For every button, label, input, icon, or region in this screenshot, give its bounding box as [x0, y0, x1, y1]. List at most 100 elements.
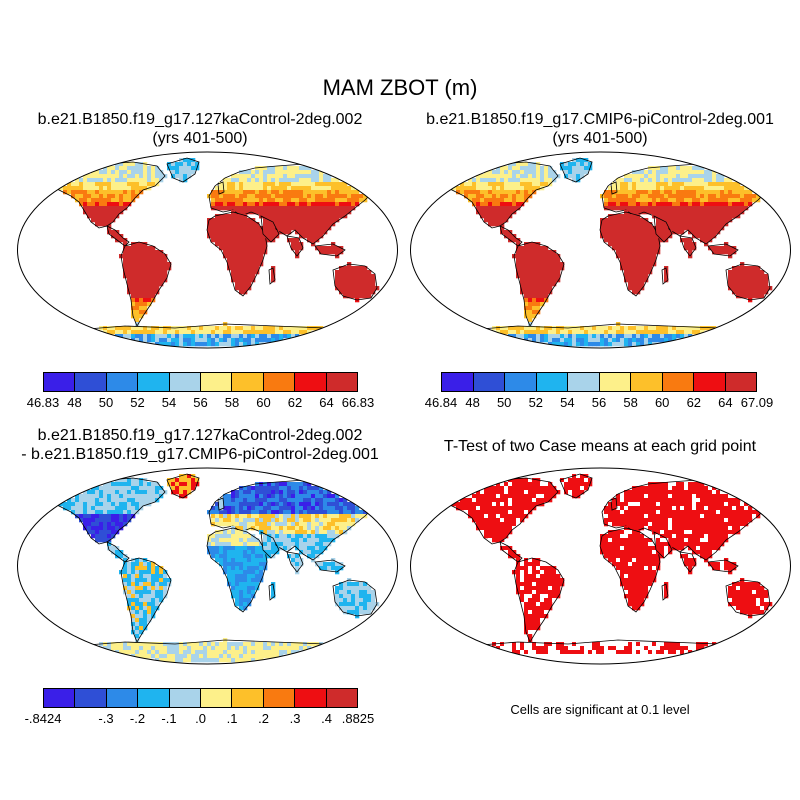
- colorbar-tick-label: .4: [321, 711, 332, 726]
- diff-title-line1: b.e21.B1850.f19_g17.127kaControl-2deg.00…: [37, 427, 363, 444]
- coastline-seAsiaIslands: [707, 243, 739, 257]
- coastline-southAmerica: [120, 241, 172, 327]
- colorbar-swatch: [201, 373, 233, 391]
- coastline-centralAmerica: [106, 541, 130, 563]
- coastline-eurasia: [208, 163, 376, 245]
- land-cells-india: [287, 554, 304, 575]
- case2-map: [410, 151, 791, 349]
- land-cells-northAmerica: [452, 478, 561, 543]
- colorbar-tick-label: 64: [319, 395, 334, 410]
- land-cells-uk: [219, 498, 224, 511]
- colorbar-tick-label: -.1: [161, 711, 177, 726]
- coastline-madagascar: [661, 583, 669, 601]
- colorbar-tick-label: .3: [289, 711, 301, 726]
- colorbar-tick-label: 58: [623, 395, 638, 410]
- colorbar-tick-label: 50: [496, 395, 512, 410]
- diff-map: [17, 467, 398, 665]
- land-cells-southAmerica: [512, 558, 565, 643]
- diff-colorbar: [43, 688, 358, 708]
- case1-map: [17, 151, 398, 349]
- case1-colorbar: [43, 372, 358, 392]
- colorbar-tick-label: 67.09: [740, 395, 774, 410]
- land-cells-centralAmerica: [500, 542, 521, 563]
- coastline-australia: [332, 263, 378, 301]
- colorbar-swatch: [295, 373, 327, 391]
- coastline-southAmerica: [513, 557, 565, 643]
- land-cells-antarctica: [492, 638, 717, 663]
- coastline-australia: [725, 263, 771, 301]
- coastline-newZealand: [383, 609, 392, 625]
- map-border: [17, 467, 398, 665]
- land-cells-northAmerica: [452, 162, 561, 227]
- case2-title: b.e21.B1850.f19_g17.CMIP6-piControl-2deg…: [426, 111, 774, 128]
- land-cells-australia: [335, 578, 380, 619]
- land-cells-india: [680, 554, 697, 575]
- coastline-greenland: [559, 157, 593, 183]
- coastline-africa: [206, 527, 268, 613]
- colorbar-tick-label: 48: [67, 395, 82, 410]
- colorbar-swatch: [326, 373, 358, 391]
- coastline-india: [286, 235, 304, 257]
- coastline-arabia: [653, 215, 673, 243]
- colorbar-tick-label: 64: [718, 395, 733, 410]
- coastline-africa: [206, 211, 268, 297]
- land-cells-northAmerica: [59, 162, 168, 227]
- map-border: [410, 467, 791, 665]
- coastline-greenland: [166, 157, 200, 183]
- colorbar-swatch: [138, 689, 170, 707]
- coastline-southAmerica: [120, 557, 172, 643]
- land-cells-greenland: [560, 474, 593, 499]
- colorbar-swatch: [442, 373, 474, 391]
- land-cells-africa: [207, 526, 268, 611]
- colorbar-swatch: [201, 689, 233, 707]
- colorbar-swatch: [263, 373, 296, 391]
- coastline-newZealand: [776, 609, 785, 625]
- colorbar-tick-label: 66.83: [341, 395, 375, 410]
- colorbar-swatch: [106, 689, 139, 707]
- case2-subtitle: (yrs 401-500): [552, 130, 648, 147]
- land-cells-australia: [728, 578, 773, 619]
- coastline-madagascar: [661, 267, 669, 285]
- colorbar-swatch: [631, 373, 663, 391]
- land-cells-australia: [335, 262, 380, 303]
- coastline-northAmerica: [447, 477, 559, 545]
- land-cells-africa: [600, 210, 661, 295]
- colorbar-tick-label: 52: [528, 395, 544, 410]
- land-cells-antarctica: [99, 638, 324, 663]
- coastline-newZealand: [776, 293, 785, 309]
- colorbar-swatch: [232, 689, 264, 707]
- land-cells-antarctica: [99, 322, 324, 347]
- coastline-eurasia: [601, 163, 769, 245]
- colorbar-swatch: [263, 689, 296, 707]
- coastline-australia: [332, 579, 378, 617]
- case1-title: b.e21.B1850.f19_g17.127kaControl-2deg.00…: [37, 111, 363, 128]
- land-cells-eurasia: [600, 166, 761, 247]
- coastline-northAmerica: [447, 161, 559, 229]
- colorbar-swatch: [138, 373, 170, 391]
- coastline-seAsiaIslands: [707, 559, 739, 573]
- coastline-uk: [217, 181, 225, 195]
- land-cells-africa: [207, 210, 268, 295]
- coastline-seAsiaIslands: [314, 559, 346, 573]
- diff-colorbar-labels: -.8424 -.3 -.2 -.1 .0 .1 .2 .3 .4 .8825: [25, 711, 375, 729]
- coastline-greenland: [559, 473, 593, 499]
- land-cells-greenland: [167, 474, 200, 499]
- colorbar-tick-label: 58: [224, 395, 240, 410]
- coastline-centralAmerica: [106, 225, 130, 247]
- coastline-africa: [599, 211, 661, 297]
- colorbar-swatch: [75, 373, 107, 391]
- colorbar-tick-label: -.2: [129, 711, 146, 726]
- land-cells-uk: [219, 182, 224, 195]
- coastline-madagascar: [268, 267, 276, 285]
- colorbar-tick-label: 56: [591, 395, 607, 410]
- coastline-seAsiaIslands: [314, 243, 346, 257]
- coastline-centralAmerica: [499, 225, 523, 247]
- colorbar-swatch: [232, 373, 264, 391]
- colorbar-tick-label: .0: [195, 711, 206, 726]
- colorbar-tick-label: -.8424: [24, 711, 62, 726]
- coastline-arabia: [260, 531, 280, 559]
- land-cells-uk: [612, 182, 617, 195]
- land-cells-uk: [612, 498, 617, 511]
- colorbar-tick-label: 62: [287, 395, 303, 410]
- colorbar-swatch: [295, 689, 327, 707]
